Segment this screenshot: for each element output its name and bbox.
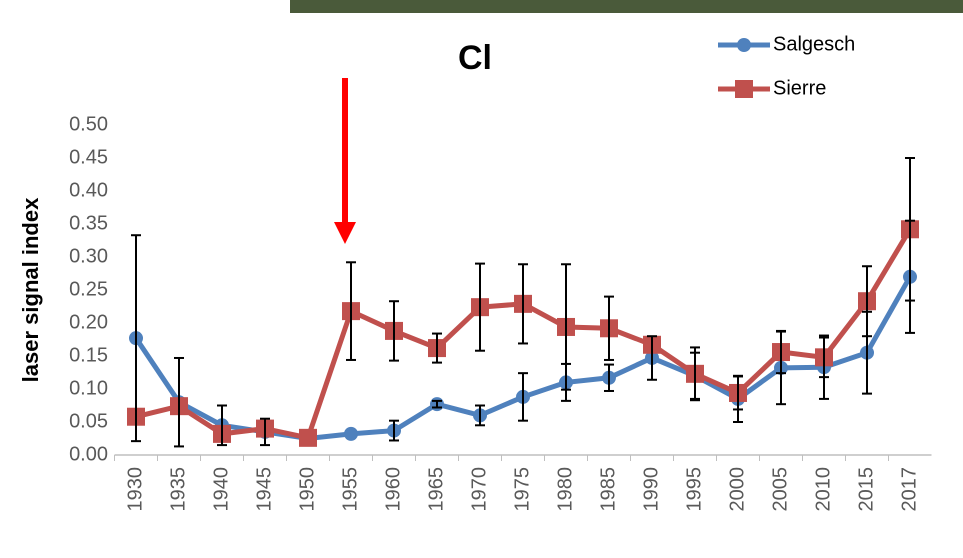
error-bar — [604, 363, 614, 392]
marker — [299, 428, 317, 447]
error-bar — [819, 336, 829, 379]
error-bar — [217, 404, 227, 447]
x-tick-label: 1985 — [597, 467, 619, 512]
x-tick-label: 1940 — [210, 467, 232, 512]
error-bar — [346, 261, 356, 361]
x-tick-label: 2000 — [726, 467, 748, 512]
error-bar — [776, 329, 786, 375]
legend-marker — [735, 80, 753, 98]
error-bar — [131, 234, 141, 443]
legend-marker — [737, 38, 751, 52]
error-bar — [862, 265, 872, 338]
error-bar — [690, 346, 700, 402]
error-bar — [518, 372, 528, 422]
error-bar — [432, 399, 442, 409]
y-tick-label: 0.25 — [69, 278, 108, 300]
x-tick-label: 2015 — [855, 467, 877, 512]
x-tick-label: 1970 — [468, 467, 490, 512]
y-tick-label: 0.35 — [69, 212, 108, 234]
error-bar — [389, 300, 399, 362]
error-bar — [432, 332, 442, 364]
photo-strip — [290, 0, 963, 13]
y-tick-label: 0.40 — [69, 179, 108, 201]
error-bar — [174, 356, 184, 448]
y-tick-label: 0.15 — [69, 344, 108, 366]
x-tick-label: 2010 — [812, 467, 834, 512]
legend-label: Salgesch — [773, 33, 855, 55]
y-tick-label: 0.45 — [69, 146, 108, 168]
x-tick-label: 1990 — [640, 467, 662, 512]
y-tick-label: 0.10 — [69, 377, 108, 399]
chart-title: Cl — [458, 39, 492, 77]
x-tick-label: 1995 — [683, 467, 705, 512]
y-tick-label: 0.30 — [69, 245, 108, 267]
error-bar — [604, 295, 614, 361]
x-tick-label: 1980 — [554, 467, 576, 512]
annotation-arrow — [334, 78, 356, 244]
x-tick-label: 1935 — [167, 467, 189, 512]
error-bar — [733, 375, 743, 411]
error-bar — [389, 419, 399, 442]
x-tick-label: 1945 — [253, 467, 275, 512]
arrow-head — [334, 222, 356, 244]
legend-label: Sierre — [773, 77, 826, 99]
x-tick-label: 1975 — [511, 467, 533, 512]
y-tick-label: 0.00 — [69, 443, 108, 465]
error-bar — [647, 335, 657, 381]
y-tick-label: 0.50 — [69, 113, 108, 135]
y-tick-label: 0.20 — [69, 311, 108, 333]
x-tick-label: 1950 — [296, 467, 318, 512]
x-tick-label: 1955 — [339, 467, 361, 512]
error-bar — [561, 263, 571, 391]
error-bar — [475, 404, 485, 427]
x-tick-label: 1960 — [382, 467, 404, 512]
error-bar — [905, 157, 915, 302]
y-axis-label: laser signal index — [18, 197, 43, 382]
error-bar — [260, 417, 270, 447]
y-tick-label: 0.05 — [69, 410, 108, 432]
error-bar — [518, 263, 528, 345]
x-tick-label: 2005 — [769, 467, 791, 512]
x-tick-label: 2017 — [898, 467, 920, 512]
error-bar — [475, 262, 485, 352]
marker — [344, 426, 358, 441]
x-tick-label: 1965 — [425, 467, 447, 512]
x-tick-label: 1930 — [124, 467, 146, 512]
